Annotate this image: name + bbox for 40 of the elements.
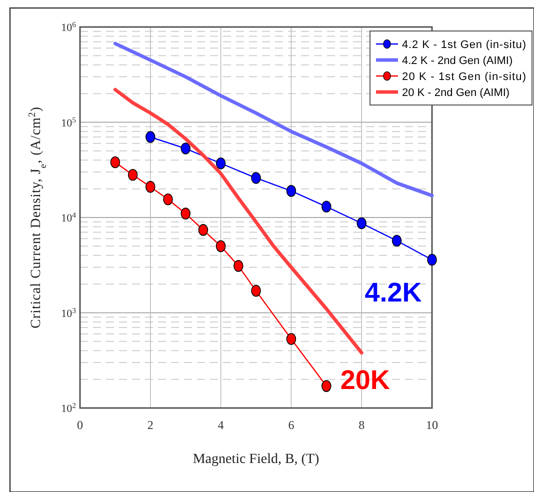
- x-tick-label: 0: [77, 418, 83, 432]
- point: [322, 380, 332, 392]
- point: [180, 208, 190, 220]
- point: [180, 142, 190, 154]
- line-series: [113, 88, 364, 355]
- legend-label: 20 K - 2nd Gen (AIMI): [402, 87, 510, 99]
- point: [251, 284, 261, 297]
- y-tick-label: 10$^{5}$: [61, 114, 76, 130]
- point: [146, 131, 156, 143]
- annotation: 20K: [340, 364, 390, 395]
- point: [216, 157, 226, 170]
- point: [128, 169, 138, 181]
- point: [146, 180, 156, 193]
- point: [392, 234, 402, 247]
- x-tick-label: 10: [426, 418, 438, 432]
- line-series: [113, 42, 434, 198]
- point: [234, 260, 244, 272]
- point: [216, 240, 226, 252]
- y-tick-label: 10$^{4}$: [61, 210, 76, 224]
- point: [286, 185, 296, 197]
- legend-label: 20 K - 1st Gen (in-situ): [402, 71, 526, 83]
- x-tick-label: 8: [358, 418, 365, 432]
- x-axis-title: Magnetic Field, B, (T): [192, 452, 320, 467]
- point: [286, 333, 296, 345]
- point: [198, 224, 208, 236]
- x-tick-label: 4: [218, 418, 224, 432]
- point: [251, 172, 261, 184]
- point: [427, 254, 437, 266]
- y-tick-label: 10$^{3}$: [61, 305, 76, 320]
- x-tick-label: 6: [288, 418, 294, 432]
- legend-label: 4.2 K - 1st Gen (in-situ): [402, 39, 526, 51]
- point: [110, 156, 120, 168]
- legend-label: 4.2 K - 2nd Gen (AIMI): [402, 55, 513, 67]
- x-tick-label: 2: [147, 418, 154, 432]
- point: [163, 193, 173, 206]
- annotation: 4.2K: [364, 277, 422, 308]
- point: [322, 200, 332, 213]
- point: [356, 217, 366, 230]
- y-tick-label: 10$^{2}$: [61, 400, 76, 415]
- y-tick-label: 10$^{6}$: [61, 20, 76, 34]
